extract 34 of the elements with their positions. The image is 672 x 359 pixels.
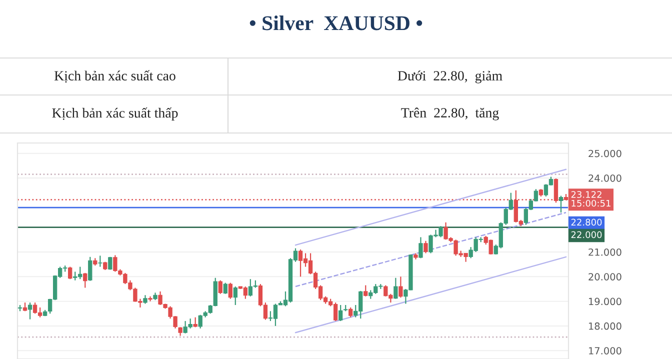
- ref-line-label: 22.800: [571, 218, 602, 226]
- candlestick: [338, 304, 343, 322]
- chart-title: • Silver XAUUSD •: [250, 16, 422, 30]
- candlestick: [233, 286, 238, 306]
- y-tick-label: 24.000: [588, 174, 622, 182]
- candlestick: [98, 255, 102, 268]
- text: Trên 22.80, tăng: [401, 108, 499, 120]
- candlestick: [424, 240, 428, 254]
- y-tick-label: 18.000: [589, 322, 622, 330]
- text: Kịch bản xác suất thấp: [52, 107, 178, 121]
- candlestick: [218, 280, 222, 294]
- candlestick: [148, 296, 152, 302]
- candlestick: [68, 266, 72, 280]
- candlestick: [554, 178, 558, 204]
- ref-line-label: 22.000: [571, 231, 602, 238]
- y-tick-label: 21.000: [588, 248, 622, 256]
- candlestick: [223, 282, 228, 294]
- candlestick: [348, 306, 353, 318]
- text: Dưới 22.80, giảm: [398, 70, 502, 84]
- ref-line-label: 23.122 15:00:51: [571, 191, 610, 207]
- candlestick: [364, 284, 368, 297]
- y-tick-label: 17.000: [589, 347, 622, 354]
- candlestick: [228, 282, 232, 300]
- candlestick: [28, 302, 32, 320]
- text: Kịch bản xác suất cao: [54, 70, 176, 83]
- y-tick-label: 19.000: [589, 298, 622, 306]
- candlestick: [558, 195, 564, 214]
- candlestick: [398, 276, 403, 298]
- candlestick: [83, 272, 88, 288]
- candlestick: [418, 236, 423, 259]
- y-tick-label: 25.000: [588, 150, 622, 158]
- candlestick: [88, 256, 92, 282]
- y-tick-label: 20.000: [588, 273, 622, 280]
- candlestick: [394, 277, 398, 300]
